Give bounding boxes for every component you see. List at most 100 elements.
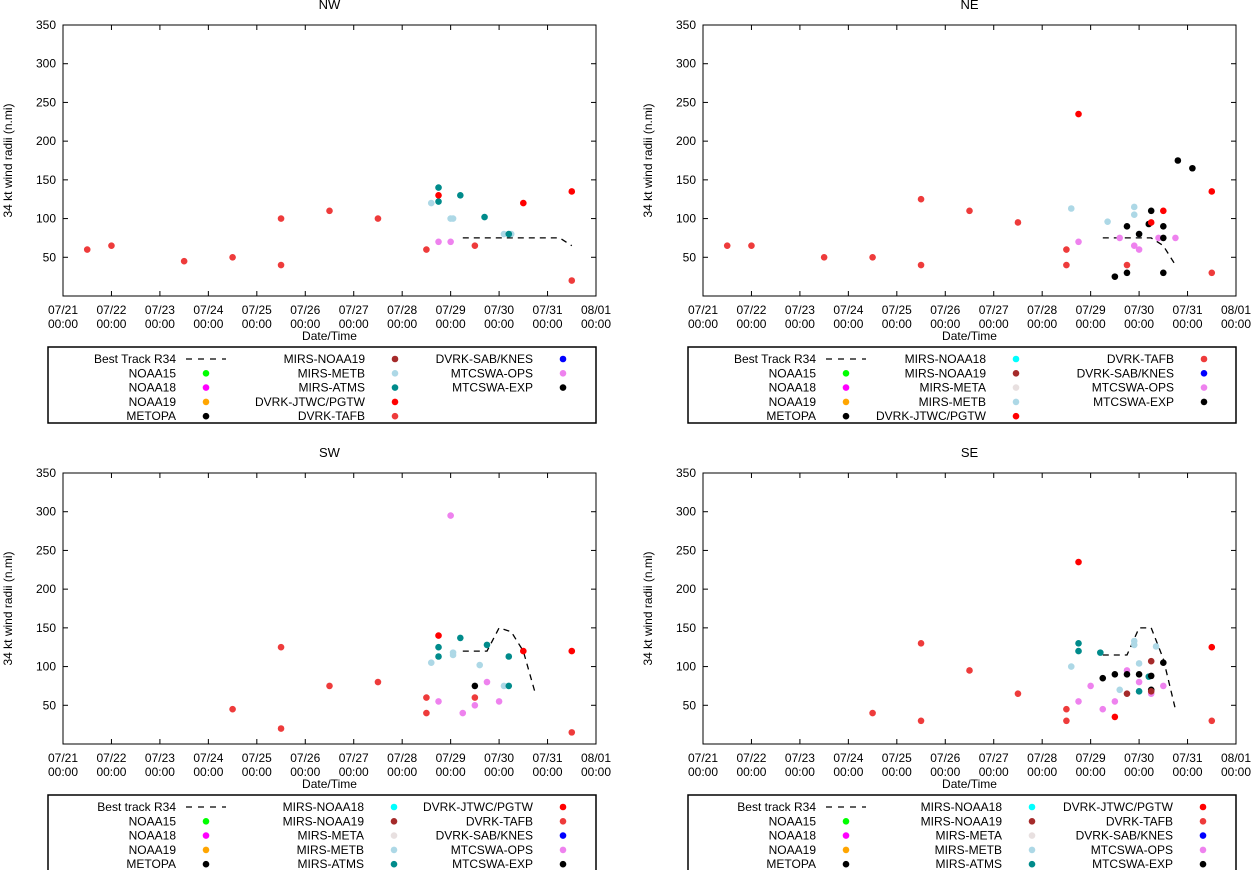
y-tick-label: 250 bbox=[36, 95, 56, 109]
x-tick-label-time: 00:00 bbox=[242, 317, 272, 331]
x-tick-label-date: 07/24 bbox=[193, 751, 223, 765]
x-tick-label-time: 00:00 bbox=[1124, 765, 1154, 779]
data-point bbox=[520, 647, 527, 655]
legend-label: MTCSWA-EXP bbox=[452, 381, 533, 395]
x-tick-label-time: 00:00 bbox=[48, 765, 78, 779]
y-tick-label: 200 bbox=[676, 134, 696, 148]
data-point bbox=[1160, 234, 1167, 242]
legend-marker bbox=[390, 818, 398, 825]
y-tick-label: 50 bbox=[43, 698, 57, 712]
data-point bbox=[505, 653, 513, 660]
legend-label: NOAA18 bbox=[129, 829, 177, 843]
x-tick-label-date: 07/25 bbox=[242, 303, 272, 317]
data-point bbox=[457, 192, 464, 199]
legend-label: MIRS-NOAA19 bbox=[905, 366, 987, 380]
legend-marker bbox=[842, 832, 850, 839]
x-tick-label-date: 07/31 bbox=[1173, 751, 1203, 765]
y-tick-label: 150 bbox=[676, 173, 696, 187]
y-tick-label: 300 bbox=[36, 505, 56, 519]
data-point bbox=[1097, 649, 1104, 656]
legend-label: MTCSWA-EXP bbox=[1093, 395, 1174, 409]
legend-label: MTCSWA-OPS bbox=[1092, 381, 1174, 395]
legend-marker bbox=[559, 803, 567, 811]
data-point bbox=[1075, 238, 1082, 246]
legend-label: MIRS-METB bbox=[298, 366, 365, 380]
legend-marker bbox=[559, 818, 567, 825]
data-point bbox=[1174, 157, 1182, 164]
legend-marker bbox=[1199, 846, 1207, 854]
data-point bbox=[1063, 705, 1070, 713]
legend-label: DVRK-SAB/KNES bbox=[436, 352, 533, 366]
legend-label: MTCSWA-EXP bbox=[1092, 857, 1173, 870]
data-point bbox=[1155, 234, 1162, 242]
x-tick-label-time: 00:00 bbox=[1173, 765, 1203, 779]
x-tick-label-time: 00:00 bbox=[736, 765, 766, 779]
legend-marker bbox=[842, 370, 850, 377]
legend-marker bbox=[390, 846, 398, 854]
x-tick-label-date: 07/26 bbox=[930, 303, 960, 317]
plot-frame bbox=[62, 472, 597, 745]
data-point bbox=[1135, 678, 1143, 686]
legend-label: DVRK-TAFB bbox=[466, 814, 533, 828]
series-mirs-metb bbox=[1067, 203, 1143, 238]
legend-label: METOPA bbox=[126, 409, 176, 423]
legend-marker bbox=[842, 384, 850, 391]
data-point bbox=[1111, 273, 1119, 280]
legend-marker bbox=[559, 832, 567, 839]
data-point bbox=[568, 277, 576, 284]
data-point bbox=[1130, 203, 1138, 211]
data-point bbox=[1075, 110, 1082, 118]
data-point bbox=[447, 238, 454, 246]
y-axis-label: 34 kt wind radii (n.mi) bbox=[1, 103, 15, 217]
x-tick-label-time: 00:00 bbox=[979, 317, 1009, 331]
chart-title: SW bbox=[319, 445, 341, 460]
x-tick-label-time: 00:00 bbox=[882, 317, 912, 331]
legend-label: DVRK-JTWC/PGTW bbox=[1063, 800, 1174, 814]
x-tick-label-date: 07/28 bbox=[387, 303, 417, 317]
series-dvrk-tafb bbox=[723, 195, 1216, 277]
series-mtcswa-ops bbox=[435, 512, 503, 717]
y-axis-label: 34 kt wind radii (n.mi) bbox=[641, 103, 655, 217]
x-tick-label-time: 00:00 bbox=[484, 317, 514, 331]
legend-box bbox=[47, 346, 597, 424]
best-track-line bbox=[1102, 237, 1176, 266]
data-point bbox=[1160, 223, 1167, 230]
x-tick-label-time: 00:00 bbox=[1221, 765, 1251, 779]
data-point bbox=[1160, 682, 1167, 690]
y-tick-label: 150 bbox=[36, 621, 56, 635]
data-point bbox=[1014, 219, 1022, 226]
chart-title: NW bbox=[319, 0, 341, 12]
data-point bbox=[1135, 660, 1143, 667]
y-tick-label: 150 bbox=[676, 621, 696, 635]
data-point bbox=[1087, 682, 1094, 690]
legend-marker bbox=[391, 384, 399, 391]
data-point bbox=[435, 184, 442, 191]
data-point bbox=[1067, 205, 1075, 212]
best-track-line bbox=[462, 627, 537, 694]
data-point bbox=[1116, 234, 1124, 242]
x-axis-label: Date/Time bbox=[942, 777, 997, 791]
y-tick-label: 300 bbox=[36, 57, 56, 71]
x-tick-label-date: 07/30 bbox=[1124, 751, 1154, 765]
data-point bbox=[1147, 207, 1155, 215]
x-tick-label-time: 00:00 bbox=[339, 765, 369, 779]
plot-frame bbox=[702, 472, 1237, 745]
data-point bbox=[820, 253, 828, 261]
series-mtcswa-exp bbox=[1099, 659, 1167, 694]
data-point bbox=[435, 653, 442, 660]
data-point bbox=[108, 242, 115, 249]
x-tick-label-date: 08/01 bbox=[1221, 303, 1251, 317]
x-tick-label-date: 08/01 bbox=[581, 303, 611, 317]
y-tick-label: 150 bbox=[36, 173, 56, 187]
legend-marker bbox=[1199, 832, 1207, 839]
data-point bbox=[427, 199, 435, 207]
data-point bbox=[435, 238, 442, 246]
series-dvrk-jtwc-pgtw bbox=[435, 188, 576, 207]
series-dvrk-tafb bbox=[229, 643, 576, 736]
x-tick-label-time: 00:00 bbox=[979, 765, 1009, 779]
data-point bbox=[1160, 269, 1167, 277]
x-tick-label-time: 00:00 bbox=[339, 317, 369, 331]
x-tick-label-time: 00:00 bbox=[145, 317, 175, 331]
y-tick-label: 350 bbox=[676, 466, 696, 480]
